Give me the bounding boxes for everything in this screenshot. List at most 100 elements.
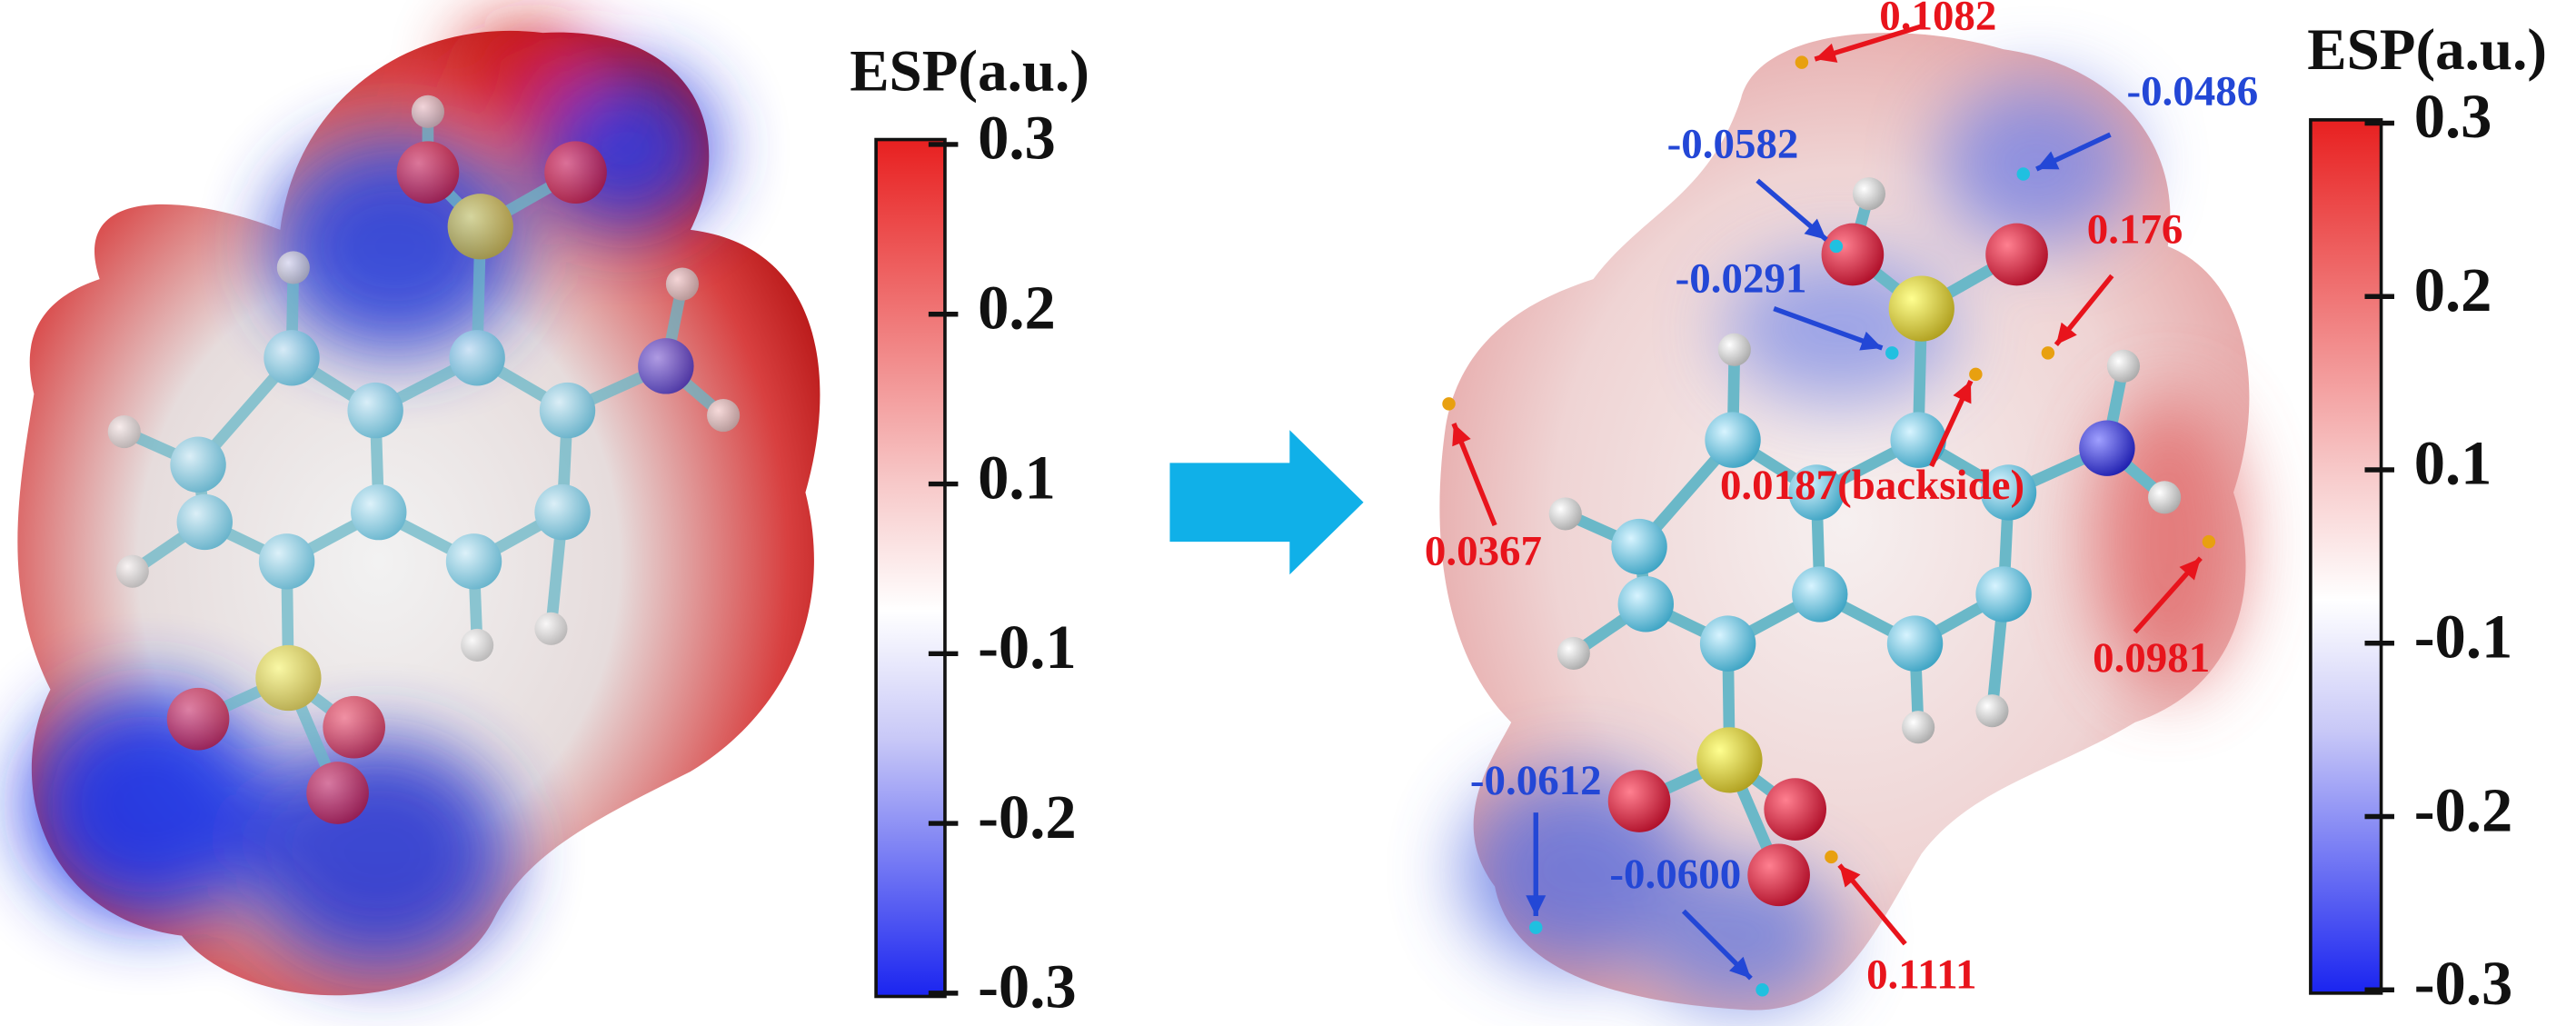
atom (1888, 275, 1954, 342)
pointer-head (1729, 956, 1751, 979)
tick-label: 0.3 (2414, 82, 2492, 151)
critical-point (1755, 983, 1769, 997)
atom (445, 533, 502, 590)
colorbar-title: ESP(a.u.) (2307, 17, 2547, 83)
atom (2079, 420, 2135, 476)
atom (1985, 223, 2048, 286)
critical-point (1885, 346, 1899, 360)
atom (461, 628, 494, 662)
atom (170, 436, 226, 493)
atom (534, 612, 568, 645)
atom (1548, 497, 1582, 531)
pointer-head (1452, 423, 1471, 447)
annotation-label: -0.0582 (1667, 120, 1799, 167)
atom (2106, 349, 2141, 383)
critical-point (2041, 346, 2055, 360)
atom (255, 644, 322, 712)
annotation-label: 0.0981 (2093, 634, 2210, 682)
atom (447, 194, 513, 260)
tick-label: 0.1 (978, 443, 1056, 512)
atom (1975, 566, 2032, 623)
atom (1557, 636, 1590, 671)
atom (665, 267, 700, 301)
tick-label: 0.2 (2414, 255, 2492, 324)
colorbar (874, 137, 947, 999)
atom (258, 533, 315, 590)
atom (539, 382, 596, 439)
atom (638, 338, 694, 394)
atom (1980, 464, 2037, 521)
tick-label: -0.2 (2414, 775, 2513, 844)
atom (276, 251, 310, 284)
esp-surface-right (1439, 33, 2250, 1011)
tick-label: -0.1 (978, 613, 1077, 682)
atom (323, 695, 385, 759)
atom (166, 687, 230, 751)
annotation-label: -0.0486 (2126, 68, 2258, 115)
atom (347, 382, 403, 439)
atom (1886, 615, 1944, 672)
transition-arrow (1169, 430, 1364, 575)
atom (544, 141, 607, 204)
pointer-head (1804, 218, 1826, 240)
atom (351, 483, 407, 541)
tick-label: -0.3 (2414, 949, 2513, 1018)
atom (1607, 770, 1671, 832)
atom (1705, 412, 1761, 468)
critical-point (2202, 534, 2216, 549)
pointer-head (2036, 151, 2060, 170)
atom (1821, 223, 1885, 286)
annotation-label: -0.0291 (1676, 254, 1807, 302)
tick-label: 0.1 (2414, 429, 2492, 498)
tick-label: 0.2 (978, 273, 1056, 342)
pointer-head (2179, 558, 2201, 581)
colorbar-ticks: 0.3 0.2 0.1 -0.1 -0.2 -0.3 (2364, 82, 2512, 1018)
critical-point (2016, 167, 2030, 181)
critical-point (1795, 55, 1809, 69)
critical-point (1825, 850, 1838, 864)
critical-point (1442, 397, 1456, 411)
atom (449, 330, 505, 386)
molecule-right (1548, 177, 2182, 907)
atom (1852, 177, 1886, 211)
atom (107, 415, 141, 449)
atom (1902, 711, 1935, 744)
atom (1617, 576, 1675, 633)
pointer-head (1859, 331, 1883, 351)
tick-label: -0.2 (978, 782, 1077, 852)
annotation-label: 0.1082 (1879, 0, 1996, 39)
atom (1792, 566, 1848, 623)
atom (1747, 843, 1810, 907)
atom (1890, 412, 1946, 468)
colorbar (2309, 118, 2383, 995)
atom (396, 141, 460, 204)
annotation-label: -0.0612 (1470, 757, 1602, 804)
atom (1717, 333, 1751, 366)
tick-label: -0.1 (2414, 602, 2513, 671)
atom (2148, 481, 2182, 514)
annotation-label: -0.0600 (1609, 851, 1741, 898)
annotation-label: 0.1111 (1866, 951, 1976, 998)
atom (707, 398, 741, 433)
pointer-head (1526, 895, 1547, 916)
colorbar-ticks: 0.3 0.2 0.1 -0.1 -0.2 -0.3 (928, 104, 1077, 1021)
critical-point (1829, 239, 1844, 254)
critical-point (1529, 921, 1543, 934)
atom (534, 483, 591, 541)
annotation-label: 0.0367 (1425, 527, 1542, 574)
annotations: 0.1082 -0.0486 -0.0582 0.176 -0.0291 0.0187(b… (1425, 0, 2258, 998)
critical-point (1969, 367, 1983, 382)
pointer-head (1953, 381, 1972, 404)
atom (411, 95, 445, 128)
atom (1788, 464, 1845, 521)
tick-label: 0.3 (978, 104, 1056, 173)
pointer-head (1815, 43, 1838, 63)
atom (264, 330, 320, 386)
colorbar-title: ESP(a.u.) (850, 38, 1089, 104)
atom (176, 493, 233, 551)
molecule-left (107, 95, 741, 824)
atom (306, 762, 369, 824)
atom (1764, 778, 1826, 841)
